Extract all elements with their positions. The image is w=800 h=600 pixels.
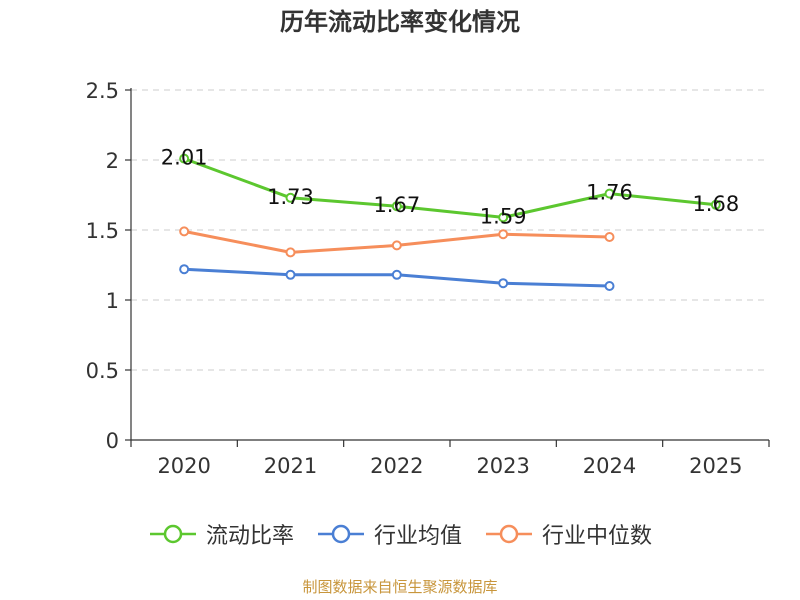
data-point — [179, 264, 190, 275]
data-point — [391, 201, 402, 212]
legend-label-industry-median: 行业中位数 — [542, 524, 653, 549]
legend-label-current-ratio: 流动比率 — [205, 524, 294, 549]
data-point — [498, 212, 509, 223]
data-source-footer: 制图数据来自恒生聚源数据库 — [302, 578, 498, 596]
data-point — [710, 199, 721, 210]
legend-swatch-industry-mean-icon — [317, 524, 364, 544]
y-tick-label: 1 — [106, 289, 119, 313]
data-point — [391, 269, 402, 280]
data-point — [285, 269, 296, 280]
legend-item-industry-mean[interactable]: 行业均值 — [316, 518, 462, 550]
data-label: 1.67 — [373, 193, 420, 217]
series-group — [179, 153, 721, 291]
axes: 0 0.5 1 1.5 2 2.5 2020 2021 2022 2023 2024 2025 — [86, 79, 770, 478]
data-point — [604, 281, 615, 291]
data-label: 1.59 — [480, 204, 527, 228]
data-point — [179, 226, 190, 237]
x-tick-label: 2021 — [264, 454, 317, 478]
x-tick-label: 2023 — [476, 454, 529, 478]
x-tick-label: 2024 — [583, 454, 636, 478]
data-point — [604, 232, 615, 242]
y-tick-label: 2.5 — [86, 79, 119, 103]
data-point — [179, 153, 190, 164]
x-tick-label: 2020 — [157, 454, 210, 478]
data-labels: 2.01 1.73 1.67 1.59 1.76 1.68 — [161, 146, 739, 229]
data-point — [604, 188, 615, 199]
y-tick-label: 2 — [106, 149, 119, 173]
legend: 流动比率 行业均值 行业中位数 — [0, 518, 800, 550]
legend-label-industry-mean: 行业均值 — [373, 524, 462, 549]
legend-item-industry-median[interactable]: 行业中位数 — [484, 518, 652, 550]
data-label: 1.68 — [692, 192, 739, 216]
data-point — [498, 229, 509, 240]
data-label: 1.73 — [267, 185, 314, 209]
data-label: 1.76 — [586, 181, 633, 205]
legend-swatch-industry-median-icon — [486, 524, 532, 544]
grid-lines — [131, 89, 769, 371]
x-tick-label: 2025 — [689, 454, 742, 478]
series-line-0 — [183, 157, 716, 219]
y-tick-label: 0 — [106, 429, 119, 453]
y-tick-label: 1.5 — [86, 219, 119, 243]
data-point — [285, 192, 296, 203]
data-point — [285, 247, 296, 258]
data-label: 2.01 — [161, 146, 208, 170]
x-tick-label: 2022 — [370, 454, 423, 478]
legend-swatch-current-ratio-icon — [149, 524, 196, 544]
chart-title: 历年流动比率变化情况 — [280, 8, 520, 36]
legend-item-current-ratio[interactable]: 流动比率 — [148, 518, 294, 550]
data-point — [498, 278, 509, 289]
y-tick-label: 0.5 — [86, 359, 119, 383]
data-point — [391, 240, 402, 251]
